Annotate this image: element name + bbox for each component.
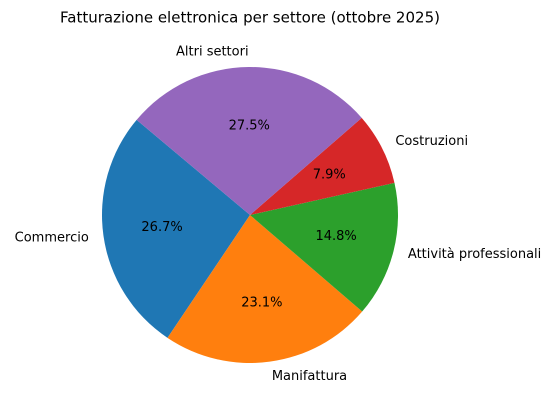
pie-slice	[136, 66, 362, 215]
pie-slice	[250, 182, 399, 312]
category-label: Costruzioni	[395, 134, 468, 149]
pct-label: 7.9%	[313, 167, 346, 182]
pct-label: 23.1%	[241, 295, 282, 310]
chart-title: Fatturazione elettronica per settore (ot…	[60, 9, 440, 27]
pct-label: 27.5%	[229, 119, 270, 134]
category-label: Manifattura	[272, 369, 347, 384]
pct-label: 14.8%	[315, 229, 356, 244]
pie-slice	[101, 119, 250, 338]
category-label: Commercio	[15, 230, 89, 245]
pie-slice	[167, 215, 363, 363]
category-label: Altri settori	[176, 45, 249, 60]
pct-label: 26.7%	[141, 220, 182, 235]
pie-slice	[250, 117, 395, 215]
category-label: Attività professionali	[408, 247, 541, 262]
